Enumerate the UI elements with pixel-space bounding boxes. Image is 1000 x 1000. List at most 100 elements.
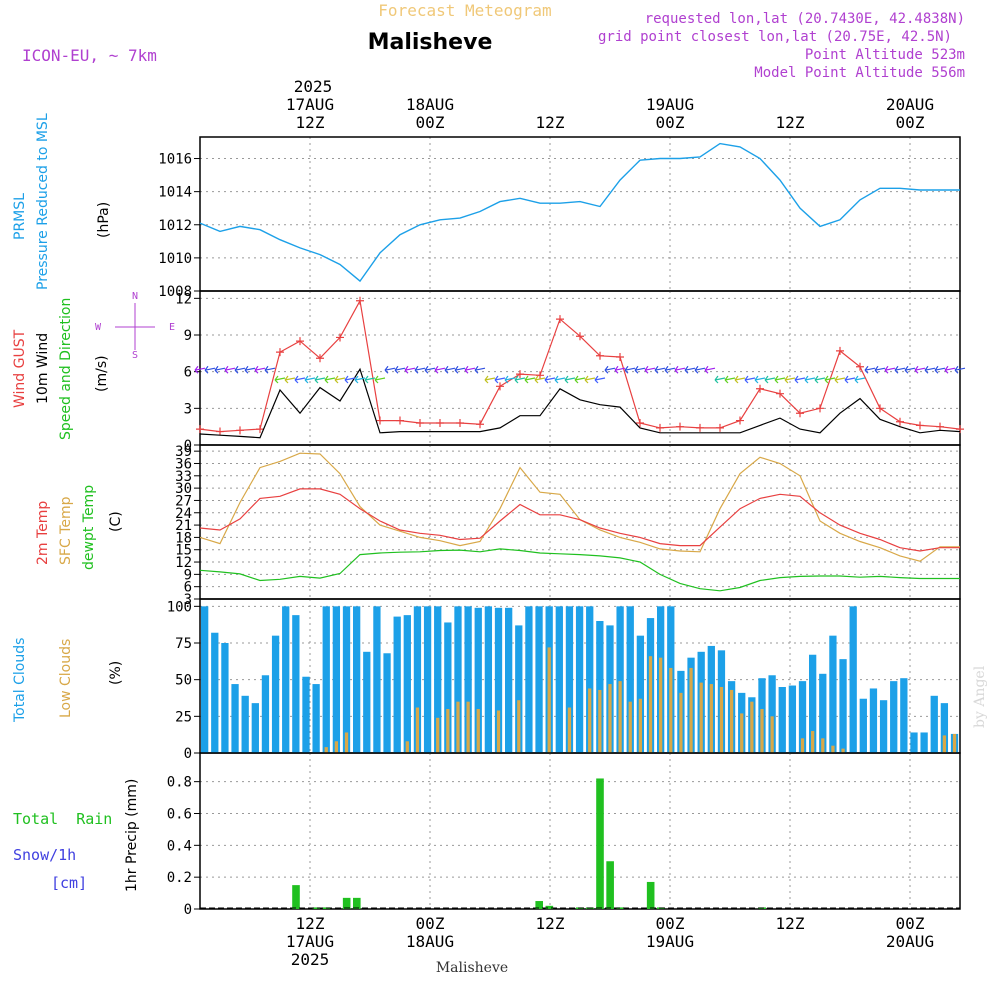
grid-coords: grid point closest lon,lat (20.75E, 42.5… <box>598 29 952 45</box>
wind-direction-arrow <box>884 365 896 374</box>
wind-direction-arrow <box>774 375 786 384</box>
gust-marker <box>216 427 224 436</box>
total-cloud-bar <box>525 606 533 753</box>
low-cloud-bar <box>750 701 754 753</box>
rain-bar <box>353 897 361 909</box>
wind-direction-arrow <box>384 365 396 374</box>
total-cloud-bar <box>879 700 888 753</box>
top-time-label: 17AUG <box>286 95 334 114</box>
low-cloud-bar <box>618 681 622 753</box>
temperature-ytick-label: 21 <box>175 518 192 534</box>
wind-direction-arrow <box>464 365 476 374</box>
wind-direction-arrow <box>834 375 846 384</box>
gust-marker <box>236 426 244 435</box>
temperature-ytick-label: 18 <box>175 530 192 546</box>
total-cloud-bar <box>383 653 391 753</box>
clouds-low-label: Low Clouds <box>58 639 74 718</box>
wind-gust-label: Wind GUST <box>12 329 28 408</box>
low-cloud-bar <box>841 748 845 753</box>
wind-direction-arrow <box>814 375 826 384</box>
low-cloud-bar <box>334 741 339 753</box>
clouds-ytick-label: 50 <box>175 673 192 689</box>
bottom-time-label: 2025 <box>291 950 330 969</box>
total-cloud-bar <box>373 606 381 753</box>
wind-direction-arrow <box>304 375 316 384</box>
header-title: Forecast Meteogram <box>378 1 551 20</box>
wind-direction-arrow <box>444 365 456 374</box>
total-cloud-bar <box>403 615 411 753</box>
low-cloud-bar <box>740 713 744 753</box>
total-cloud-bar <box>575 606 584 753</box>
clouds-ytick-label: 100 <box>167 599 192 615</box>
wind-direction-arrow <box>364 375 376 384</box>
low-cloud-bar <box>770 716 774 753</box>
total-cloud-bar <box>312 684 320 753</box>
total-cloud-bar <box>839 659 847 753</box>
total-cloud-bar <box>434 606 442 753</box>
total-cloud-bar <box>819 673 827 753</box>
total-cloud-bar <box>474 607 482 753</box>
gust-marker <box>736 416 744 425</box>
gust-marker <box>716 423 724 432</box>
bottom-time-label: 18AUG <box>406 932 454 951</box>
total-cloud-bar <box>393 616 401 753</box>
wind-direction-arrow <box>854 375 866 384</box>
wind10m-line <box>199 367 961 439</box>
total-cloud-bar <box>353 606 361 753</box>
wind-direction-arrow <box>474 365 486 374</box>
wind-direction-arrow <box>204 365 216 374</box>
low-cloud-bar <box>588 688 592 753</box>
total-cloud-bar <box>251 703 259 753</box>
cloud-panel-labels: Total Clouds Low Clouds (%) <box>12 638 124 723</box>
wind-direction-arrow <box>644 365 656 374</box>
low-cloud-bar <box>344 732 349 753</box>
wind-direction-arrow <box>194 365 206 374</box>
total-cloud-bar <box>565 606 574 753</box>
precip-unit: 1hr Precip (mm) <box>124 779 140 892</box>
compass-rose: N W E S <box>95 291 175 361</box>
point-altitude: Point Altitude 523m <box>805 47 965 63</box>
total-cloud-bar <box>231 684 239 753</box>
wind-direction-arrow <box>454 365 466 374</box>
top-time-label: 12Z <box>296 113 325 132</box>
wind-ytick-label: 3 <box>184 401 192 417</box>
low-cloud-bar <box>567 707 572 753</box>
low-cloud-bar <box>689 667 693 753</box>
gust-marker <box>356 296 364 305</box>
wind-direction-arrow <box>944 365 956 374</box>
gust-marker <box>656 423 664 432</box>
gust-marker <box>596 351 604 360</box>
total-cloud-bar <box>282 606 290 753</box>
wind-direction-arrow <box>734 375 746 384</box>
rain-bar <box>342 897 351 909</box>
compass-s: S <box>132 350 138 361</box>
pressure-label-prmsl: PRMSL <box>12 193 28 240</box>
total-cloud-bar <box>586 606 594 753</box>
wind-direction-arrow <box>394 365 406 374</box>
gust-marker <box>296 337 304 346</box>
gust-marker <box>536 371 544 380</box>
total-cloud-bar <box>332 606 341 753</box>
total-cloud-bar <box>930 695 938 753</box>
watermark: by Angel <box>972 665 988 728</box>
gust-marker <box>376 416 384 425</box>
total-cloud-bar <box>302 676 310 753</box>
low-cloud-bar <box>669 667 673 753</box>
low-cloud-bar <box>405 741 409 753</box>
clouds-ytick-label: 75 <box>175 636 192 652</box>
bottom-time-label: 00Z <box>416 914 445 933</box>
rain-bar <box>535 901 543 909</box>
sfc-temp-line <box>199 452 960 562</box>
wind-direction-arrow <box>794 375 806 384</box>
top-time-label: 00Z <box>656 113 685 132</box>
pressure-ytick-label: 1008 <box>158 284 192 300</box>
total-cloud-bar <box>869 688 878 753</box>
gust-marker <box>336 333 344 342</box>
wind-direction-arrow <box>414 365 426 374</box>
gust-marker <box>516 370 524 379</box>
total-cloud-bar <box>920 732 928 753</box>
wind-direction-arrow <box>924 365 936 374</box>
wind-direction-arrow <box>404 365 416 374</box>
clouds-unit: (%) <box>108 661 124 685</box>
gust-marker <box>636 419 644 427</box>
